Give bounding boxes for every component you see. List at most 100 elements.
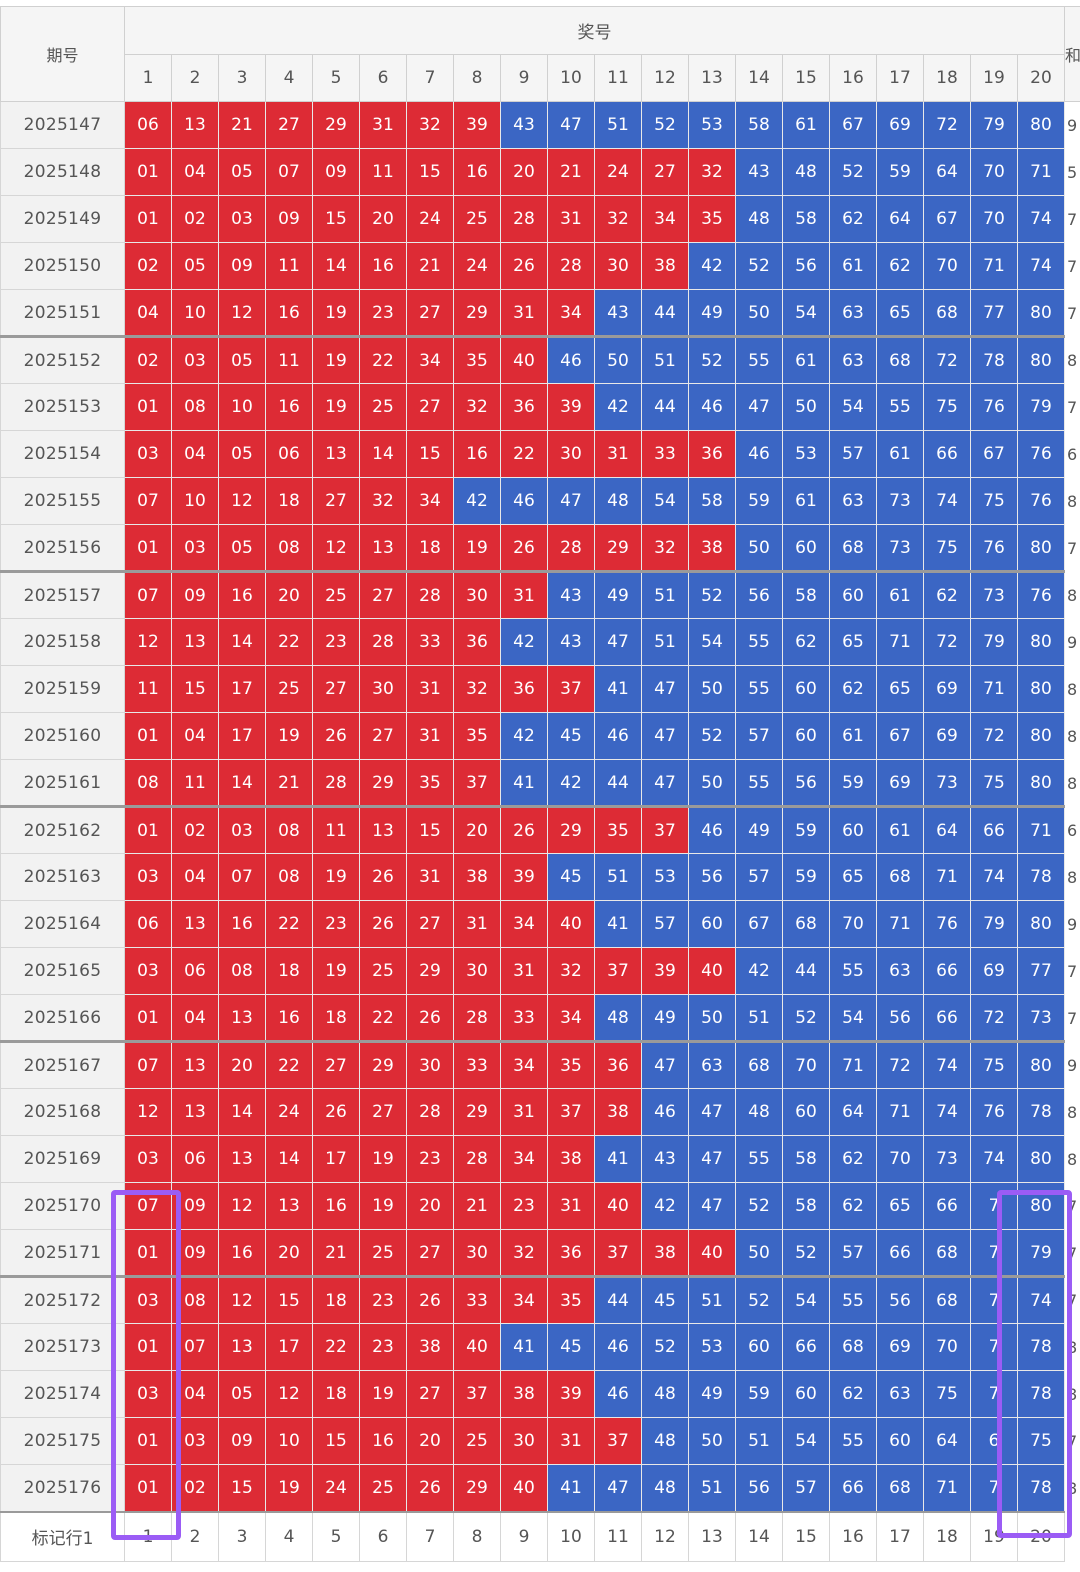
- period-cell: 2025151: [0, 289, 125, 337]
- period-cell: 2025149: [0, 195, 125, 243]
- number-cell: 04: [171, 148, 219, 196]
- column-header-13: 13: [688, 54, 736, 102]
- number-cell: 7: [970, 1182, 1018, 1230]
- marker-cell[interactable]: 13: [688, 1510, 736, 1562]
- number-cell: 79: [970, 618, 1018, 666]
- period-cell: 2025157: [0, 570, 125, 619]
- number-cell: 57: [735, 853, 783, 901]
- marker-cell[interactable]: 14: [735, 1510, 783, 1562]
- draw-row: 2025170 07 09 12 13 16 19 20 21 23 31 40 42 47 52 58 62 6…: [0, 1182, 1080, 1230]
- column-header-5: 5: [312, 54, 360, 102]
- marker-cell[interactable]: 11: [594, 1510, 642, 1562]
- number-cell: 56: [782, 759, 830, 807]
- number-cell: 11: [265, 335, 313, 384]
- sum-cell-clipped: 9: [1064, 101, 1080, 149]
- column-header-12: 12: [641, 54, 689, 102]
- period-cell: 2025165: [0, 947, 125, 995]
- draw-row: 2025155 07 10 12 18 27 32 34 42 46 47 48 54 58 59 61 63 7…: [0, 477, 1080, 525]
- marker-cell[interactable]: 16: [829, 1510, 877, 1562]
- marker-cell[interactable]: 3: [218, 1510, 266, 1562]
- marker-cell[interactable]: 2: [171, 1510, 219, 1562]
- number-cell: 44: [641, 383, 689, 431]
- number-cell: 76: [1017, 477, 1065, 525]
- number-cell: 47: [641, 1040, 689, 1089]
- number-cell: 14: [218, 759, 266, 807]
- draw-row: 2025161 08 11 14 21 28 29 35 37 41 42 44 47 50 55 56 59 6…: [0, 759, 1080, 807]
- number-cell: 54: [782, 289, 830, 337]
- number-cell: 79: [1017, 1229, 1065, 1277]
- number-cell: 01: [124, 383, 172, 431]
- number-cell: 13: [218, 1323, 266, 1371]
- number-cell: 27: [359, 1088, 407, 1136]
- number-cell: 55: [876, 383, 924, 431]
- number-cell: 37: [594, 947, 642, 995]
- number-cell: 80: [1017, 1182, 1065, 1230]
- number-cell: 44: [641, 289, 689, 337]
- sum-cell-clipped: 7: [1064, 1229, 1080, 1277]
- number-cell: 07: [265, 148, 313, 196]
- marker-cell[interactable]: 9: [500, 1510, 548, 1562]
- number-cell: 80: [1017, 618, 1065, 666]
- marker-cell[interactable]: 5: [312, 1510, 360, 1562]
- number-cell: 69: [923, 665, 971, 713]
- marker-cell[interactable]: 19: [970, 1510, 1018, 1562]
- number-cell: 19: [453, 524, 501, 572]
- number-cell: 32: [547, 947, 595, 995]
- number-cell: 68: [876, 1464, 924, 1512]
- marker-cell[interactable]: 17: [876, 1510, 924, 1562]
- number-cell: 45: [547, 1323, 595, 1371]
- marker-cell[interactable]: 10: [547, 1510, 595, 1562]
- number-cell: 29: [359, 759, 407, 807]
- number-cell: 76: [1017, 570, 1065, 619]
- number-cell: 72: [876, 1040, 924, 1089]
- number-cell: 23: [359, 1275, 407, 1324]
- number-cell: 50: [688, 1417, 736, 1465]
- marker-cell[interactable]: 12: [641, 1510, 689, 1562]
- number-cell: 56: [735, 1464, 783, 1512]
- number-cell: 18: [265, 947, 313, 995]
- number-cell: 07: [124, 570, 172, 619]
- number-cell: 55: [829, 1275, 877, 1324]
- number-cell: 16: [265, 289, 313, 337]
- number-cell: 80: [1017, 1040, 1065, 1089]
- number-cell: 58: [688, 477, 736, 525]
- marker-cell[interactable]: 4: [265, 1510, 313, 1562]
- number-cell: 60: [688, 900, 736, 948]
- number-cell: 39: [547, 383, 595, 431]
- number-cell: 73: [876, 524, 924, 572]
- number-cell: 13: [265, 1182, 313, 1230]
- period-cell: 2025160: [0, 712, 125, 760]
- number-cell: 18: [406, 524, 454, 572]
- marker-cell[interactable]: 20: [1017, 1510, 1065, 1562]
- number-cell: 34: [547, 994, 595, 1042]
- number-cell: 62: [829, 665, 877, 713]
- number-cell: 64: [923, 148, 971, 196]
- number-cell: 51: [735, 1417, 783, 1465]
- marker-cell[interactable]: 7: [406, 1510, 454, 1562]
- marker-cell[interactable]: 15: [782, 1510, 830, 1562]
- number-cell: 73: [970, 570, 1018, 619]
- number-cell: 67: [970, 430, 1018, 478]
- number-cell: 03: [124, 1370, 172, 1418]
- number-cell: 29: [453, 1464, 501, 1512]
- marker-cell[interactable]: 8: [453, 1510, 501, 1562]
- number-cell: 76: [970, 1088, 1018, 1136]
- number-cell: 75: [970, 477, 1018, 525]
- number-cell: 53: [782, 430, 830, 478]
- number-cell: 6: [970, 1417, 1018, 1465]
- number-cell: 54: [829, 383, 877, 431]
- column-header-14: 14: [735, 54, 783, 102]
- number-cell: 78: [1017, 1088, 1065, 1136]
- number-cell: 51: [641, 618, 689, 666]
- number-cell: 58: [782, 195, 830, 243]
- number-cell: 71: [970, 665, 1018, 713]
- column-header-10: 10: [547, 54, 595, 102]
- number-cell: 37: [547, 1088, 595, 1136]
- period-cell: 2025171: [0, 1229, 125, 1277]
- number-cell: 27: [312, 665, 360, 713]
- marker-row-edge: [1064, 1511, 1080, 1562]
- marker-cell[interactable]: 1: [124, 1510, 172, 1562]
- marker-cell[interactable]: 18: [923, 1510, 971, 1562]
- marker-cell[interactable]: 6: [359, 1510, 407, 1562]
- column-header-20: 20: [1017, 54, 1065, 102]
